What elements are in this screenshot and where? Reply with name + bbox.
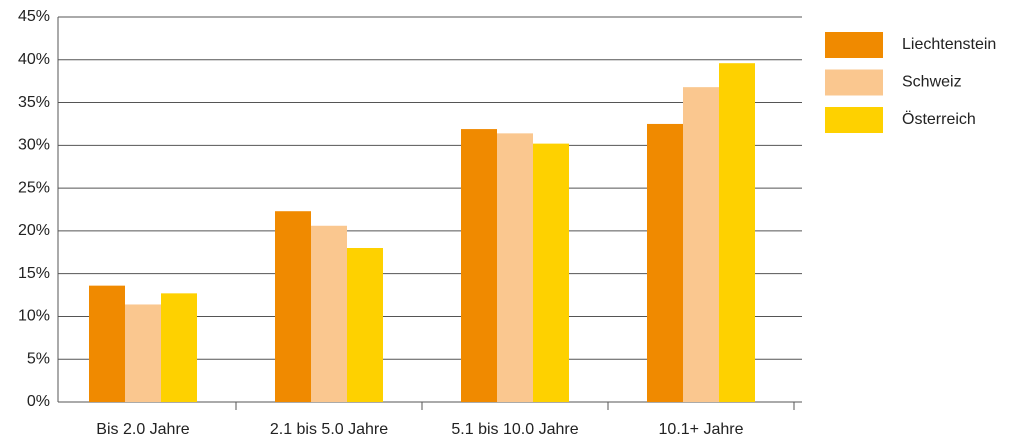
legend-label: Liechtenstein xyxy=(902,36,996,53)
bar xyxy=(533,143,569,402)
bar xyxy=(89,285,125,402)
y-tick-label: 45% xyxy=(18,8,50,25)
x-tick-label: Bis 2.0 Jahre xyxy=(96,421,189,437)
bar xyxy=(461,129,497,403)
bar xyxy=(125,304,161,402)
y-tick-label: 30% xyxy=(18,137,50,154)
x-tick-label: 2.1 bis 5.0 Jahre xyxy=(270,421,388,437)
bar xyxy=(347,248,383,402)
x-tick-label: 5.1 bis 10.0 Jahre xyxy=(451,421,578,437)
y-tick-label: 40% xyxy=(18,51,50,68)
legend-swatch xyxy=(825,107,883,133)
bar xyxy=(161,293,197,402)
legend-label: Schweiz xyxy=(902,74,962,91)
y-tick-label: 0% xyxy=(27,393,50,410)
x-tick-label: 10.1+ Jahre xyxy=(659,421,744,437)
bar xyxy=(311,225,347,402)
legend-label: Österreich xyxy=(902,110,976,128)
y-tick-label: 5% xyxy=(27,350,50,367)
bar xyxy=(497,133,533,402)
bar xyxy=(647,123,683,402)
legend-swatch xyxy=(825,32,883,58)
y-tick-label: 35% xyxy=(18,94,50,111)
bar xyxy=(275,211,311,402)
legend-swatch xyxy=(825,69,883,96)
y-tick-label: 25% xyxy=(18,179,50,196)
y-tick-label: 10% xyxy=(18,308,50,325)
bar xyxy=(719,63,755,402)
y-tick-label: 20% xyxy=(18,222,50,239)
y-tick-label: 15% xyxy=(18,265,50,282)
bar xyxy=(683,87,719,403)
